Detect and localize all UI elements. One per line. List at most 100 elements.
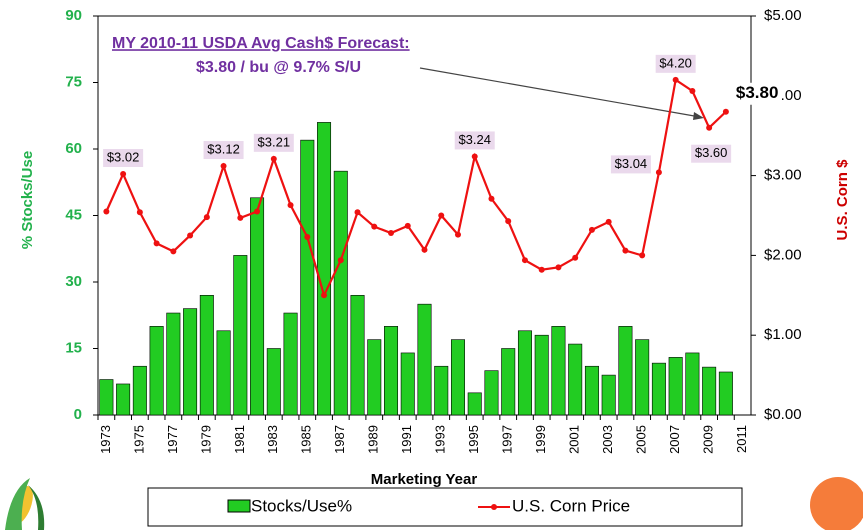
bar <box>635 340 648 415</box>
bar <box>351 295 364 415</box>
price-point <box>388 230 394 236</box>
price-point <box>154 240 160 246</box>
price-point <box>288 202 294 208</box>
y-tick-label: 90 <box>65 7 82 24</box>
x-tick-label: 1981 <box>232 425 247 454</box>
bar <box>552 326 565 415</box>
bar <box>217 331 230 415</box>
bar <box>200 295 213 415</box>
price-point <box>438 213 444 219</box>
x-tick-label: 1973 <box>98 425 113 454</box>
y2-tick-label: $2.00 <box>764 246 802 263</box>
price-point <box>103 209 109 215</box>
price-point <box>355 209 361 215</box>
y-tick-label: 15 <box>65 339 82 356</box>
price-point <box>572 255 578 261</box>
price-point <box>723 109 729 115</box>
x-tick-label: 1977 <box>165 425 180 454</box>
x-tick-label: 2009 <box>701 425 716 454</box>
decoration <box>810 477 863 530</box>
bar <box>719 372 732 415</box>
price-point <box>271 156 277 162</box>
bar <box>435 366 448 415</box>
data-label: $3.21 <box>258 134 291 149</box>
price-point <box>137 209 143 215</box>
price-point <box>304 234 310 240</box>
bar <box>183 309 196 415</box>
bar <box>619 326 632 415</box>
legend-label: Stocks/Use% <box>251 496 352 515</box>
chart: MY 2010-11 USDA Avg Cash$ Forecast: $3.8… <box>0 0 863 530</box>
bar <box>234 255 247 415</box>
data-label: $4.20 <box>659 55 692 70</box>
y-tick-label: 60 <box>65 140 82 157</box>
price-point <box>237 215 243 221</box>
y-tick-label: 45 <box>65 206 82 223</box>
price-point <box>606 219 612 225</box>
price-point <box>589 227 595 233</box>
price-point <box>488 196 494 202</box>
y-tick-label: 0 <box>74 406 82 423</box>
y2-tick-label: $1.00 <box>764 326 802 343</box>
price-point <box>338 257 344 263</box>
price-point <box>673 77 679 83</box>
price-point <box>371 224 377 230</box>
bar <box>250 198 263 415</box>
y2-axis-label: U.S. Corn $ <box>834 159 851 241</box>
y-axis-label: % Stocks/Use <box>19 151 36 249</box>
x-tick-label: 1987 <box>332 425 347 454</box>
x-tick-label: 2001 <box>567 425 582 454</box>
bar <box>267 349 280 416</box>
price-point <box>539 267 545 273</box>
y2-tick-label: $0.00 <box>764 406 802 423</box>
bar <box>485 371 498 415</box>
bar <box>301 140 314 415</box>
x-tick-label: 2003 <box>600 425 615 454</box>
price-point <box>321 292 327 298</box>
x-tick-label: 1995 <box>466 425 481 454</box>
x-tick-label: 1985 <box>299 425 314 454</box>
data-label: $3.02 <box>107 149 140 164</box>
bar <box>669 357 682 415</box>
bar <box>334 171 347 415</box>
price-point <box>555 264 561 270</box>
y2-tick-label: $5.00 <box>764 7 802 24</box>
data-label: $3.80 <box>736 83 779 102</box>
bar <box>585 366 598 415</box>
data-label: $3.60 <box>695 145 728 160</box>
price-point <box>221 163 227 169</box>
y-tick-label: 75 <box>65 73 82 90</box>
price-point <box>622 248 628 254</box>
bar <box>518 331 531 415</box>
bar <box>116 384 129 415</box>
bar <box>133 366 146 415</box>
x-tick-label: 1993 <box>433 425 448 454</box>
bar <box>384 326 397 415</box>
price-point <box>639 252 645 258</box>
bar <box>418 304 431 415</box>
price-point <box>120 171 126 177</box>
x-tick-label: 2011 <box>734 425 749 453</box>
bar <box>284 313 297 415</box>
bar <box>401 353 414 415</box>
corn-icon <box>5 478 44 530</box>
price-point <box>422 247 428 253</box>
bar <box>652 363 665 415</box>
bar <box>150 326 163 415</box>
y-tick-label: 30 <box>65 273 82 290</box>
legend-swatch <box>228 500 250 512</box>
bar <box>368 340 381 415</box>
data-label: $3.12 <box>207 141 240 156</box>
x-tick-label: 1997 <box>500 425 515 454</box>
price-point <box>656 169 662 175</box>
price-point <box>204 214 210 220</box>
legend-label: U.S. Corn Price <box>512 496 630 515</box>
annotation: $3.80 / bu @ 9.7% S/U <box>196 59 361 76</box>
price-point <box>187 232 193 238</box>
x-tick-label: 1991 <box>399 425 414 454</box>
price-point <box>405 223 411 229</box>
x-tick-label: 1979 <box>198 425 213 454</box>
data-label: $3.04 <box>615 156 648 171</box>
bar <box>167 313 180 415</box>
x-tick-label: 1989 <box>366 425 381 454</box>
